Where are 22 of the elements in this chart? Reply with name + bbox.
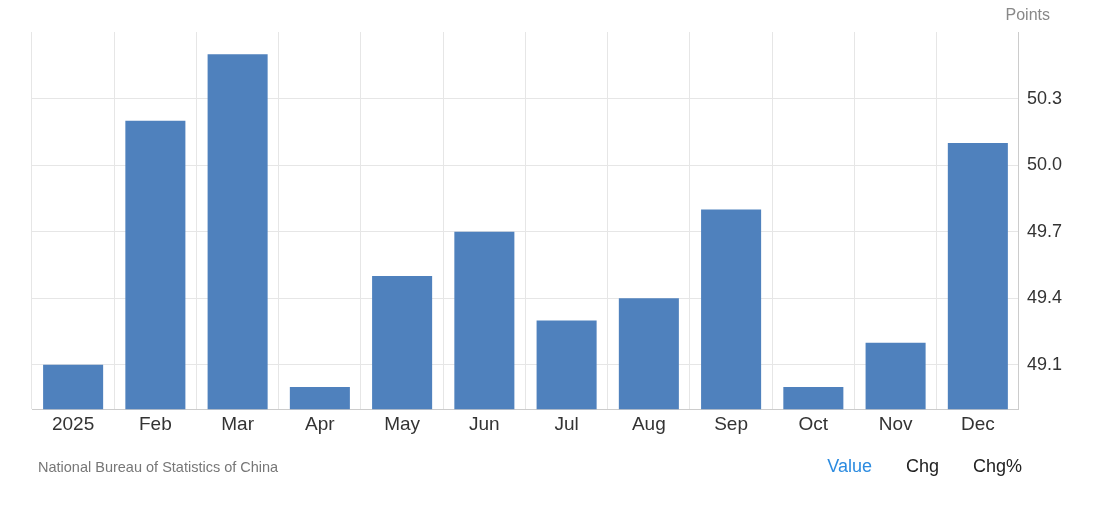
text: National Bureau of Statistics of China xyxy=(38,459,279,475)
x-tick-label: Dec xyxy=(960,412,995,434)
y-tick-label: 50.3 xyxy=(1026,87,1063,108)
x-tick-label: Sep xyxy=(714,412,749,434)
y-axis-title: Points xyxy=(1005,6,1050,24)
x-tick-label: Feb xyxy=(139,412,172,434)
x-tick-label: Jun xyxy=(469,412,500,434)
x-tick-label: Jul xyxy=(554,412,579,434)
text: Chg% xyxy=(972,456,1022,477)
x-tick-label: May xyxy=(384,412,421,434)
y-tick-label: 49.7 xyxy=(1026,220,1063,241)
x-tick-label: Aug xyxy=(631,412,666,434)
text: Chg xyxy=(905,456,939,477)
y-tick-label: 49.4 xyxy=(1026,287,1063,308)
x-tick-label: 2025 xyxy=(51,412,95,434)
x-tick-label: Mar xyxy=(221,412,255,434)
text: Value xyxy=(827,456,872,477)
x-tick-label: Apr xyxy=(305,412,336,434)
x-tick-label: Oct xyxy=(798,412,829,434)
x-tick-label: Nov xyxy=(878,412,913,434)
y-tick-label: 49.1 xyxy=(1026,353,1063,374)
y-tick-label: 50.0 xyxy=(1026,154,1063,175)
